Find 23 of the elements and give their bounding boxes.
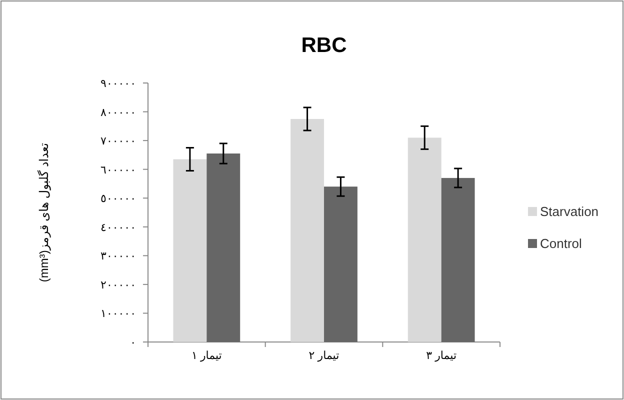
bar bbox=[290, 118, 324, 342]
y-tick-label: ٤٠٠٠٠٠ bbox=[100, 222, 136, 234]
legend-label: Starvation bbox=[540, 204, 599, 219]
y-tick-label: ١٠٠٠٠٠ bbox=[100, 308, 136, 320]
x-tick-label: تیمار ٢ bbox=[308, 350, 340, 362]
bar bbox=[324, 186, 358, 342]
bar bbox=[206, 154, 240, 342]
y-tick-label: ٨٠٠٠٠٠ bbox=[100, 106, 136, 119]
x-tick-label: تیمار ١ bbox=[191, 350, 222, 362]
bar bbox=[173, 159, 207, 342]
bar bbox=[441, 178, 475, 342]
x-tick-label: تیمار ٣ bbox=[426, 350, 457, 362]
y-tick-label: ٠ bbox=[130, 337, 136, 349]
y-tick-label: ٦٠٠٠٠٠ bbox=[100, 164, 136, 176]
y-tick-label: ٧٠٠٠٠٠ bbox=[100, 136, 136, 148]
legend-label: Control bbox=[540, 236, 582, 251]
y-axis-title: تعداد گلبول های قرمز(mm³) bbox=[37, 142, 51, 282]
chart-title: RBC bbox=[301, 34, 347, 57]
y-tick-label: ٩٠٠٠٠٠ bbox=[100, 78, 136, 90]
y-tick-label: ٥٠٠٠٠٠ bbox=[100, 193, 136, 206]
bar bbox=[408, 138, 442, 342]
y-tick-label: ٢٠٠٠٠٠ bbox=[100, 279, 136, 292]
y-tick-label: ٣٠٠٠٠٠ bbox=[100, 250, 136, 263]
